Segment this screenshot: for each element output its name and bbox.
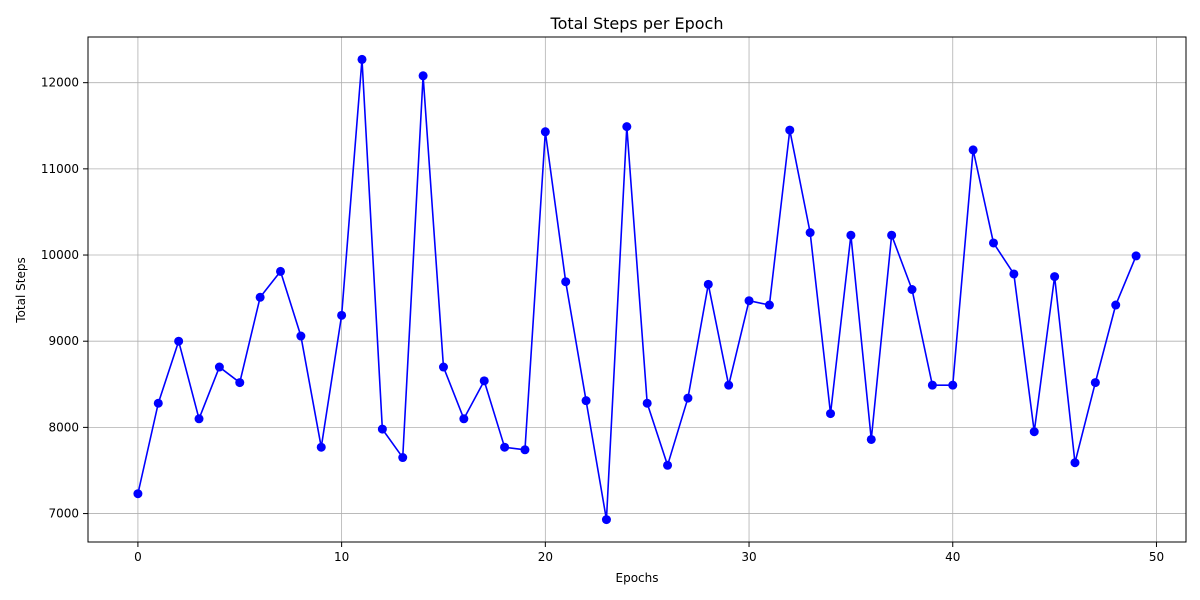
- x-tick-label: 30: [741, 550, 756, 564]
- data-point: [459, 414, 469, 424]
- data-point: [1131, 251, 1141, 261]
- plot-area-frame: [87, 36, 1187, 543]
- data-point: [296, 331, 306, 341]
- data-point: [785, 125, 795, 135]
- data-point: [1090, 378, 1100, 388]
- data-point: [1111, 300, 1121, 310]
- data-point: [194, 414, 204, 424]
- data-point: [764, 300, 774, 310]
- data-point: [805, 228, 815, 238]
- data-point: [276, 266, 286, 276]
- data-point: [235, 378, 245, 388]
- x-tick-label: 10: [334, 550, 349, 564]
- data-point: [846, 230, 856, 240]
- data-point: [438, 362, 448, 372]
- y-tick-label: 10000: [41, 248, 79, 262]
- data-point: [948, 380, 958, 390]
- data-point: [887, 230, 897, 240]
- data-point: [601, 515, 611, 525]
- data-point: [622, 122, 632, 132]
- data-point: [988, 238, 998, 248]
- chart-title: Total Steps per Epoch: [550, 14, 724, 33]
- data-point: [398, 453, 408, 463]
- data-point: [316, 442, 326, 452]
- x-tick-label: 50: [1149, 550, 1164, 564]
- data-point: [744, 296, 754, 306]
- data-point: [500, 442, 510, 452]
- data-point: [337, 310, 347, 320]
- data-point: [377, 424, 387, 434]
- data-point: [1009, 269, 1019, 279]
- x-tick-label: 40: [945, 550, 960, 564]
- data-point: [540, 127, 550, 137]
- data-point: [214, 362, 224, 372]
- grid: [88, 37, 1186, 542]
- data-point: [866, 434, 876, 444]
- y-axis-ticks: 7000 8000 9000 10000 11000 12000: [41, 76, 88, 521]
- x-tick-label: 20: [538, 550, 553, 564]
- data-point: [683, 393, 693, 403]
- x-tick-label: 0: [134, 550, 142, 564]
- data-point: [724, 380, 734, 390]
- data-point: [826, 409, 836, 419]
- data-point: [174, 336, 184, 346]
- data-point: [479, 376, 489, 386]
- series-line-layer: [137, 58, 1137, 521]
- data-point: [642, 398, 652, 408]
- y-axis-title: Total Steps: [14, 257, 28, 323]
- data-point: [133, 489, 143, 499]
- data-point: [968, 145, 978, 155]
- series-line: [137, 58, 1137, 521]
- y-tick-label: 9000: [48, 334, 79, 348]
- x-axis-ticks: 0 10 20 30 40 50: [134, 542, 1164, 564]
- data-point: [561, 277, 571, 287]
- data-point: [418, 71, 428, 81]
- data-point: [907, 285, 917, 294]
- data-point: [357, 54, 367, 64]
- data-point: [581, 396, 591, 406]
- y-tick-label: 7000: [48, 507, 79, 521]
- data-point: [927, 380, 937, 390]
- data-point: [703, 279, 713, 289]
- y-tick-label: 11000: [41, 162, 79, 176]
- data-point: [1070, 458, 1080, 468]
- data-point: [663, 460, 673, 470]
- y-tick-label: 8000: [48, 420, 79, 434]
- data-point: [1050, 272, 1060, 282]
- data-point: [1029, 427, 1039, 437]
- series-markers: [133, 54, 1141, 525]
- y-tick-label: 12000: [41, 76, 79, 90]
- data-point: [255, 292, 265, 302]
- data-point: [520, 445, 530, 455]
- x-axis-title: Epochs: [616, 571, 659, 585]
- data-point: [153, 398, 163, 408]
